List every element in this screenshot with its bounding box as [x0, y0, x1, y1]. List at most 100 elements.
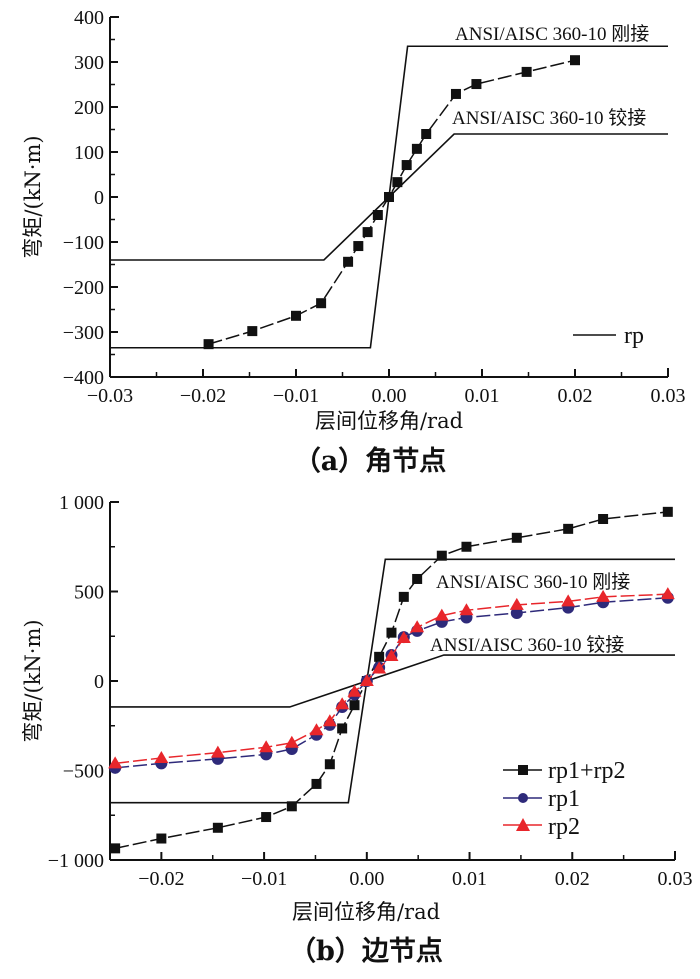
- chart-a-x-tick-label: −0.01: [273, 385, 319, 407]
- chart-b-y-axis-title: 弯矩/(kN·m): [21, 619, 45, 742]
- chart-b-point-rp1-rp2: [156, 833, 167, 844]
- chart-b-point-rp1-rp2: [398, 591, 409, 602]
- chart-b-axes: −1 000 −500 0 500 1 000 −0.02 −0.01 0.00 0.01 0.0…: [48, 492, 693, 890]
- chart-a-point-rp: [362, 227, 373, 238]
- chart-a-point-rp: [316, 298, 327, 309]
- chart-b-x-tick-label: 0.01: [452, 868, 487, 890]
- chart-a-point-rp: [384, 192, 394, 202]
- chart-a-y-tick-label: −300: [63, 322, 104, 344]
- chart-b-point-rp2: [384, 648, 399, 661]
- chart-a-x-axis-title: 层间位移角/rad: [315, 409, 463, 433]
- chart-b-point-rp2: [459, 603, 474, 616]
- chart-b-point-rp2: [309, 723, 324, 736]
- chart-b-point-rp2: [154, 750, 169, 763]
- chart-b-point-rp1-rp2: [563, 523, 574, 534]
- chart-b-x-tick-label: 0.00: [349, 868, 384, 890]
- chart-b-point-rp2: [372, 661, 387, 674]
- chart-b-point-rp1-rp2: [598, 514, 609, 525]
- chart-a-legend-label-rp: rp: [624, 323, 644, 349]
- chart-a-y-tick-label: 200: [74, 97, 104, 119]
- chart-b-point-rp2: [410, 620, 425, 633]
- chart-b-series: [108, 506, 675, 854]
- chart-a-caption: （a）角节点: [294, 445, 447, 477]
- chart-b-point-rp1: [510, 606, 523, 619]
- chart-b-legend-label-rp1: rp1: [548, 786, 580, 812]
- chart-b-legend-label-rp2: rp2: [548, 814, 580, 840]
- chart-b-point-rp1-rp2: [286, 801, 297, 812]
- chart-b-point-rp2: [396, 631, 411, 644]
- chart-a-point-rp: [401, 160, 412, 171]
- chart-a-y-tick-label: −200: [63, 277, 104, 299]
- chart-b-legend-marker-square: [518, 765, 528, 775]
- chart-b-annotation-pinned: ANSI/AISC 360-10 铰接: [430, 634, 624, 656]
- chart-a-series: [203, 55, 580, 350]
- chart-b-point-rp2: [509, 597, 524, 610]
- chart-a-axes: −400 −300 −200 −100 0 100 200 300 400 −0.03 −0.02 −…: [63, 7, 686, 407]
- chart-b-annotation-rigid: ANSI/AISC 360-10 刚接: [436, 571, 630, 593]
- chart-b-x-tick-label: −0.02: [138, 868, 184, 890]
- chart-b-point-rp2: [347, 684, 362, 697]
- chart-b-y-tick-label: 0: [94, 671, 104, 693]
- chart-a-series-line-rp: [208, 59, 576, 345]
- chart-a-point-rp: [353, 241, 364, 252]
- chart-b-point-rp2: [561, 594, 576, 607]
- chart-b-point-rp2: [108, 756, 123, 769]
- chart-a-point-rp: [392, 177, 403, 188]
- chart-a-corner-joint: −400 −300 −200 −100 0 100 200 300 400 −0.03 −0.02 −…: [21, 7, 686, 477]
- chart-b-y-tick-label: 500: [74, 582, 104, 604]
- chart-b-y-tick-label: 1 000: [59, 492, 104, 514]
- chart-b-point-rp2: [210, 745, 225, 758]
- chart-a-point-rp: [291, 310, 301, 321]
- chart-b-point-rp2: [259, 740, 274, 753]
- chart-a-x-tick-label: 0.01: [465, 385, 500, 407]
- chart-b-point-rp1-rp2: [386, 627, 397, 638]
- chart-b-point-rp2: [322, 714, 337, 727]
- chart-b-legend-marker-circle: [518, 793, 528, 803]
- chart-a-point-rp: [570, 55, 580, 66]
- chart-b-y-tick-label: −500: [63, 761, 104, 783]
- chart-a-y-tick-label: −100: [63, 232, 104, 254]
- chart-b-point-rp1-rp2: [461, 541, 472, 552]
- chart-b-point-rp1-rp2: [662, 506, 673, 517]
- chart-b-point-rp2: [660, 587, 675, 600]
- chart-b-reference-line-pinned: [110, 654, 675, 708]
- chart-b-point-rp1-rp2: [374, 651, 385, 662]
- chart-a-y-tick-label: −400: [63, 367, 104, 389]
- chart-b-x-tick-label: 0.02: [555, 868, 590, 890]
- chart-b-point-rp2: [434, 608, 449, 621]
- chart-b-point-rp1-rp2: [412, 573, 423, 584]
- chart-a-x-tick-label: 0.03: [651, 385, 686, 407]
- chart-b-caption: （b）边节点: [289, 936, 443, 967]
- chart-b-point-rp2: [596, 589, 611, 602]
- chart-b-point-rp1-rp2: [324, 759, 335, 770]
- chart-a-point-rp: [421, 129, 432, 139]
- chart-a-y-tick-label: 0: [94, 187, 104, 209]
- chart-b-edge-joint: −1 000 −500 0 500 1 000 −0.02 −0.01 0.00 0.01 0.0…: [21, 492, 693, 967]
- chart-b-y-tick-label: −1 000: [48, 850, 104, 872]
- chart-b-point-rp1-rp2: [311, 778, 322, 789]
- chart-a-y-tick-label: 300: [74, 52, 104, 74]
- chart-a-x-tick-label: 0.02: [558, 385, 593, 407]
- chart-a-point-rp: [343, 256, 354, 267]
- chart-a-annotation-rigid: ANSI/AISC 360-10 刚接: [455, 23, 649, 45]
- chart-b-point-rp2: [359, 674, 374, 686]
- chart-b-point-rp2: [284, 735, 299, 748]
- chart-a-y-tick-label: 100: [74, 142, 104, 164]
- chart-a-annotation-pinned: ANSI/AISC 360-10 铰接: [452, 107, 646, 129]
- chart-a-point-rp: [247, 326, 258, 337]
- chart-a-point-rp: [372, 210, 383, 220]
- chart-b-point-rp1-rp2: [349, 700, 360, 711]
- chart-b-point-rp1-rp2: [261, 812, 272, 823]
- chart-b-x-tick-label: −0.01: [241, 868, 287, 890]
- chart-b-legend: rp1+rp2 rp1 rp2: [503, 758, 626, 840]
- chart-b-point-rp2: [335, 697, 350, 710]
- chart-b-legend-marker-triangle: [516, 818, 530, 831]
- chart-a-y-tick-label: 400: [74, 7, 104, 29]
- chart-a-point-rp: [521, 66, 532, 77]
- chart-a-x-tick-label: 0.00: [372, 385, 407, 407]
- chart-a-legend: rp: [573, 323, 644, 349]
- chart-b-series-line-rp1-rp2: [114, 511, 668, 850]
- chart-b-point-rp1-rp2: [337, 723, 348, 734]
- chart-b-point-rp1-rp2: [511, 532, 522, 543]
